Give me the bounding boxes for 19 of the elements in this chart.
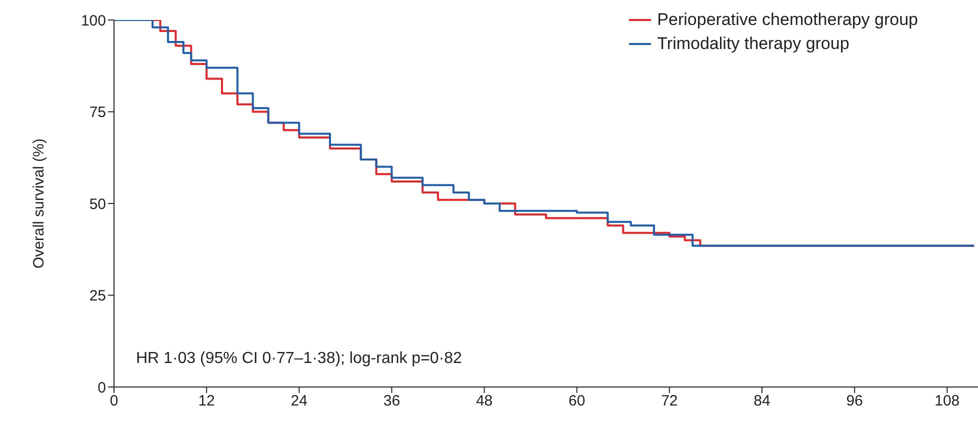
x-tick-label: 48 (476, 392, 493, 410)
legend-label: Perioperative chemotherapy group (657, 10, 918, 30)
x-tick-label: 0 (110, 392, 118, 410)
x-tick-label: 36 (383, 392, 400, 410)
y-tick-label: 25 (89, 288, 106, 305)
y-axis-title: Overall survival (%) (30, 138, 48, 269)
y-tick-label: 100 (80, 12, 106, 30)
x-tick-label: 108 (934, 392, 960, 410)
x-tick-label: 84 (754, 392, 770, 410)
y-tick-label: 0 (98, 379, 106, 396)
annotation: HR 1·03 (95% CI 0·77–1·38); log-rank p=0·82 (136, 350, 462, 368)
x-tick-label: 72 (661, 392, 678, 410)
y-tick-label: 75 (89, 104, 106, 122)
x-tick-label: 60 (568, 392, 586, 410)
x-tick-label: 96 (846, 392, 863, 410)
y-tick-label: 50 (89, 196, 106, 213)
x-tick-label: 12 (198, 392, 215, 410)
x-tick-label: 24 (290, 392, 308, 410)
legend-label: Trimodality therapy group (657, 34, 850, 54)
